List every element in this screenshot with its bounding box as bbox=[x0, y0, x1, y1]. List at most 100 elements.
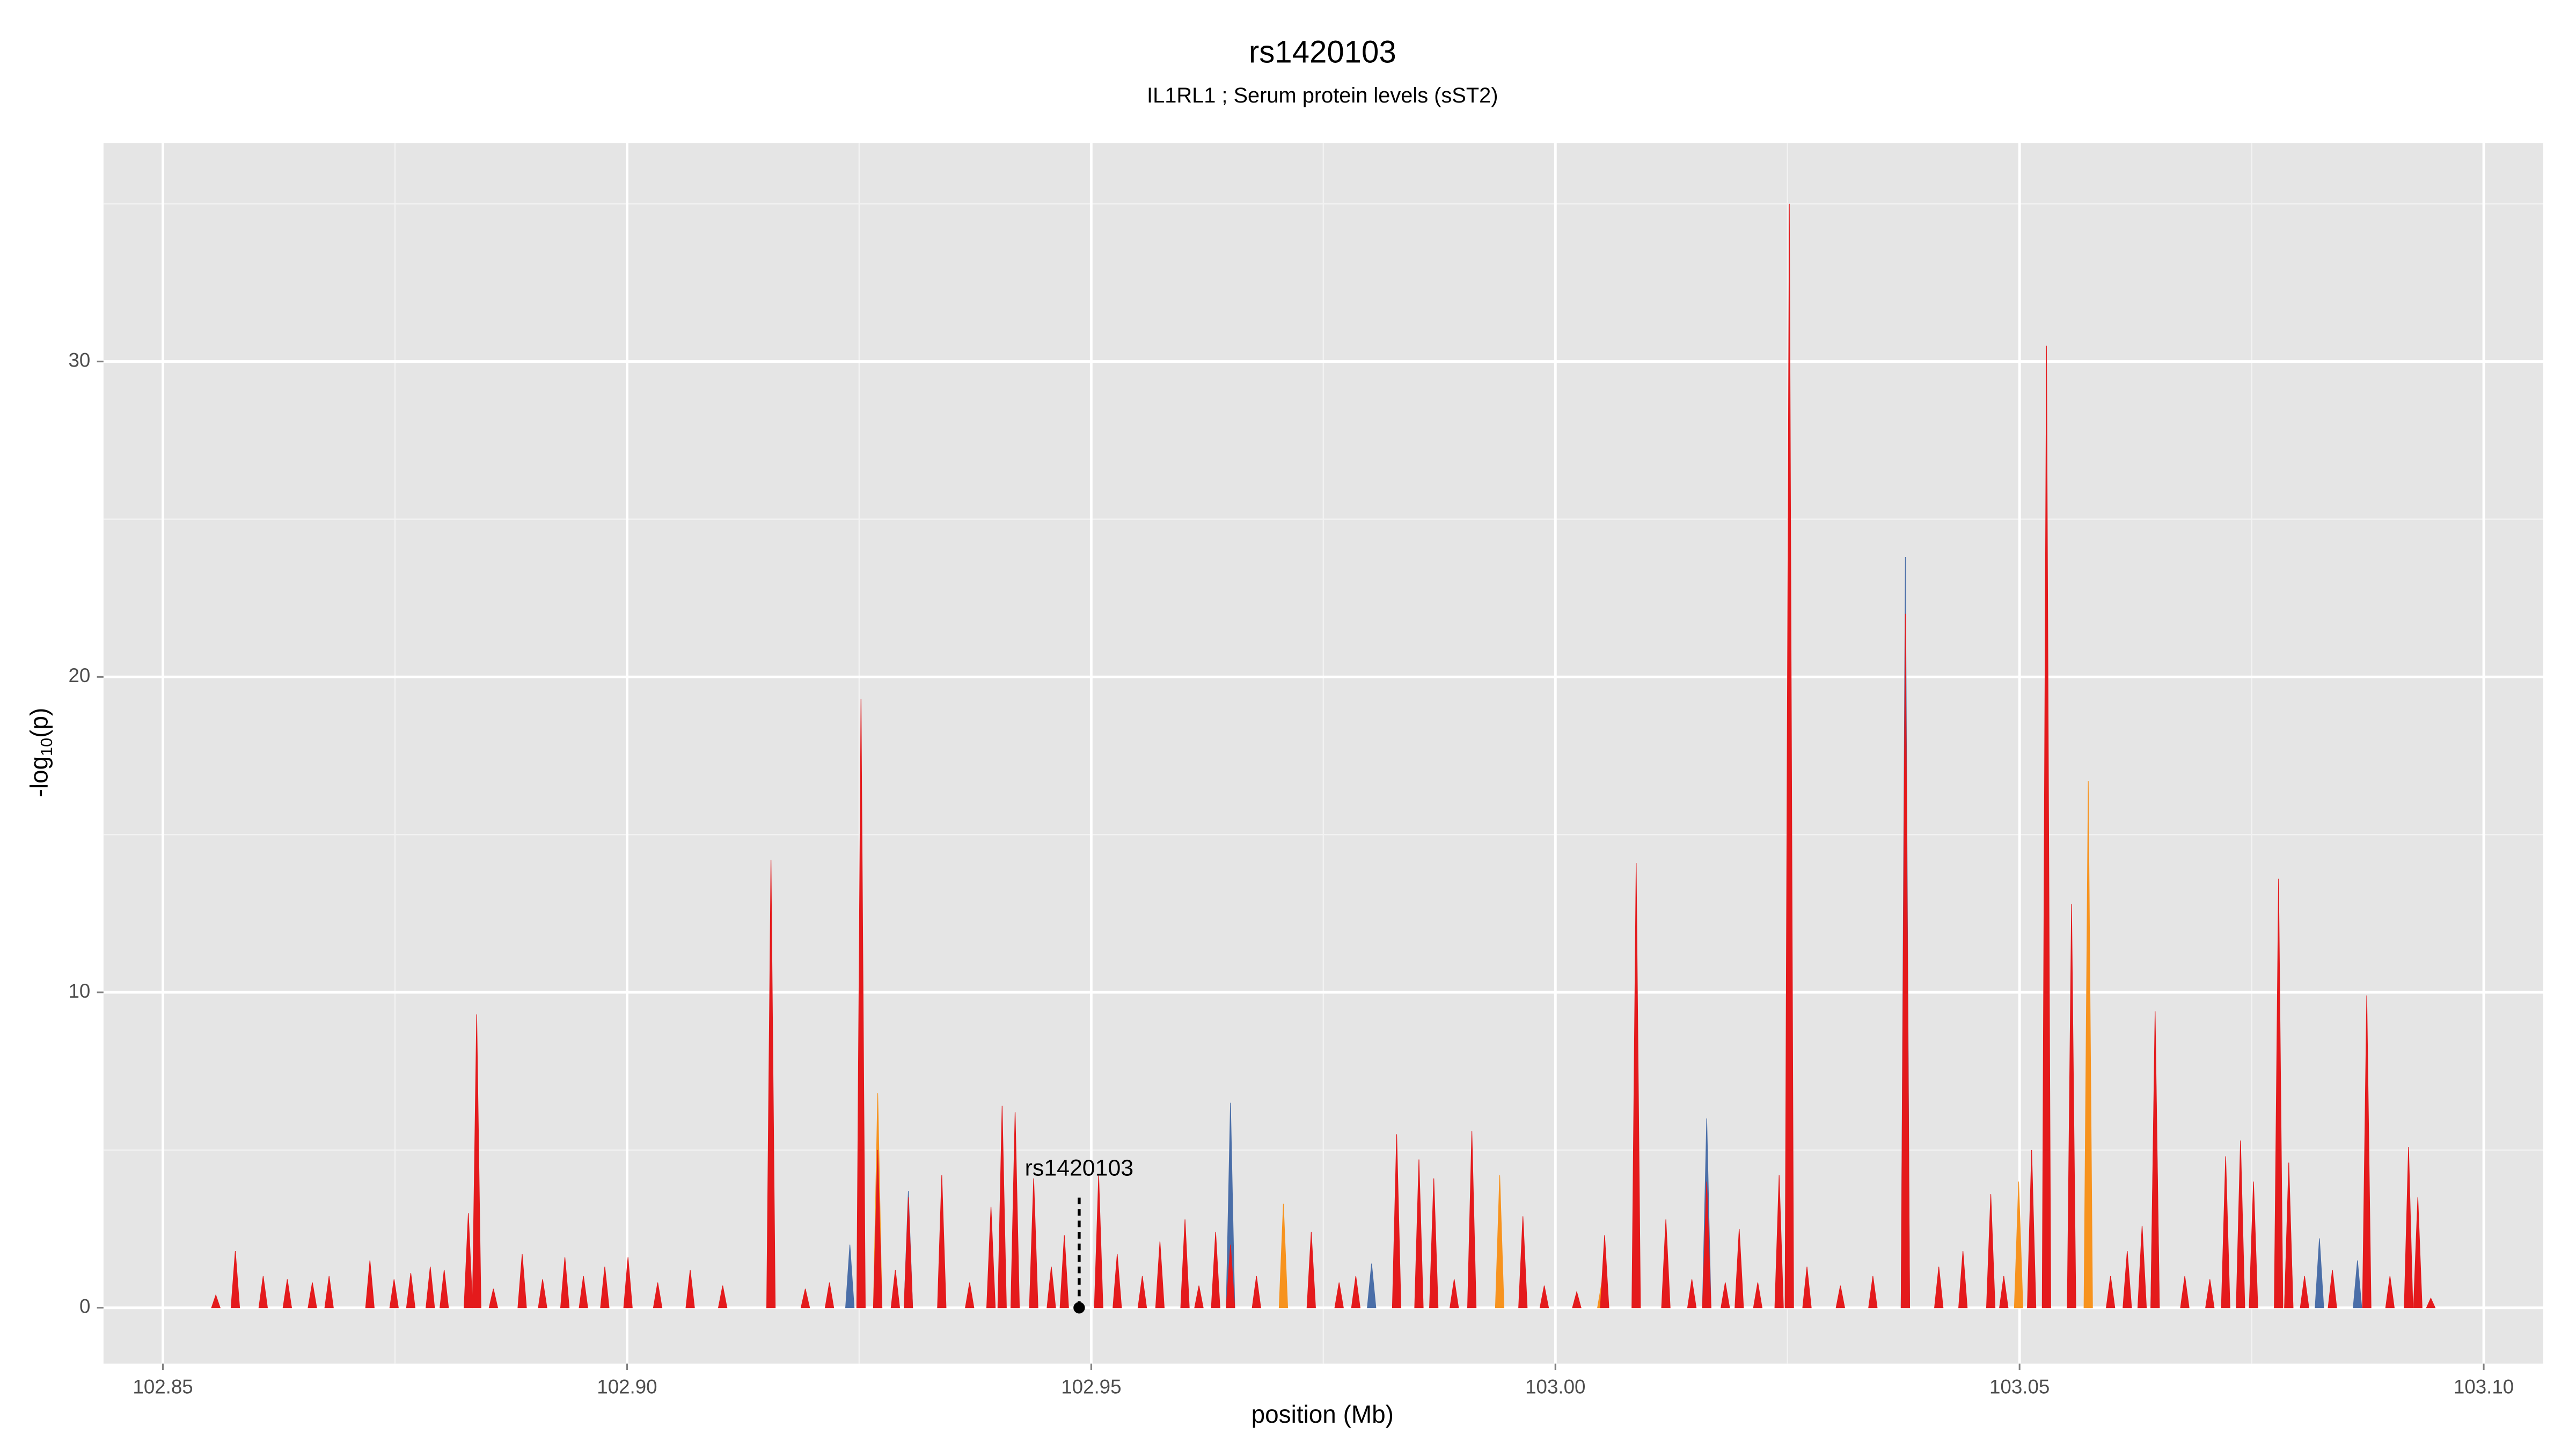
spike bbox=[2221, 1156, 2230, 1308]
y-tick-label: 10 bbox=[69, 980, 91, 1002]
spike bbox=[824, 1282, 835, 1308]
spike bbox=[1113, 1254, 1122, 1308]
spike bbox=[2123, 1250, 2132, 1308]
spike bbox=[1278, 1203, 1289, 1308]
spike bbox=[1934, 1267, 1944, 1308]
spike bbox=[282, 1279, 292, 1308]
spike bbox=[2067, 904, 2076, 1308]
spike bbox=[1999, 1276, 2009, 1308]
spike bbox=[2083, 781, 2093, 1308]
x-axis-label: position (Mb) bbox=[1252, 1400, 1394, 1428]
spike bbox=[258, 1276, 268, 1308]
spike bbox=[472, 1014, 481, 1308]
spike bbox=[1986, 1194, 1996, 1308]
spike bbox=[1392, 1134, 1402, 1308]
spike bbox=[1835, 1285, 1846, 1308]
y-tick-label: 20 bbox=[69, 664, 91, 686]
spike bbox=[800, 1289, 810, 1308]
spike bbox=[1735, 1228, 1744, 1308]
y-label-subscript: 10 bbox=[38, 738, 56, 756]
spike bbox=[2014, 1181, 2024, 1308]
spike bbox=[2249, 1181, 2258, 1308]
x-tick-label: 102.85 bbox=[133, 1375, 193, 1397]
spike bbox=[1495, 1175, 1505, 1308]
spike bbox=[324, 1276, 334, 1308]
spike bbox=[1467, 1131, 1477, 1308]
spike bbox=[1059, 1235, 1069, 1308]
spike bbox=[2315, 1238, 2324, 1308]
spike bbox=[1029, 1178, 1038, 1308]
spike bbox=[685, 1270, 695, 1308]
spike bbox=[718, 1285, 728, 1308]
spike bbox=[1518, 1216, 1528, 1308]
spike bbox=[426, 1267, 435, 1308]
x-tick-label: 103.10 bbox=[2454, 1375, 2514, 1397]
spike bbox=[1631, 863, 1641, 1308]
spike bbox=[890, 1270, 901, 1308]
spike bbox=[997, 1106, 1007, 1308]
annotation: rs1420103 bbox=[1025, 1155, 1133, 1314]
spike bbox=[1155, 1241, 1165, 1308]
chart-title: rs1420103 bbox=[1249, 34, 1396, 69]
spike bbox=[1226, 1245, 1235, 1308]
spike bbox=[1868, 1276, 1878, 1308]
y-axis-label: -log10(p) bbox=[25, 708, 56, 797]
spike bbox=[464, 1213, 473, 1308]
spike bbox=[230, 1250, 240, 1308]
y-tick-label: 0 bbox=[79, 1295, 90, 1317]
y-label-part: (p) bbox=[25, 708, 53, 738]
spike bbox=[986, 1206, 996, 1308]
spike bbox=[856, 699, 866, 1308]
spike bbox=[2150, 1011, 2160, 1308]
marks bbox=[211, 203, 2436, 1308]
spike bbox=[2236, 1140, 2245, 1308]
spike bbox=[1900, 613, 1910, 1308]
spike bbox=[1367, 1263, 1377, 1308]
spike bbox=[538, 1279, 547, 1308]
spike bbox=[2385, 1276, 2395, 1308]
chart-subtitle: IL1RL1 ; Serum protein levels (sST2) bbox=[1147, 84, 1498, 107]
spike bbox=[2328, 1270, 2337, 1308]
spike bbox=[2027, 1150, 2037, 1308]
spike bbox=[1753, 1282, 1763, 1308]
spike bbox=[766, 860, 776, 1308]
spike bbox=[1802, 1267, 1812, 1308]
spike bbox=[937, 1175, 947, 1308]
x-tick-label: 103.05 bbox=[1989, 1375, 2050, 1397]
y-label-part: -log bbox=[25, 756, 53, 797]
spike bbox=[1702, 1181, 1711, 1308]
spike bbox=[1211, 1232, 1220, 1308]
spike bbox=[1572, 1291, 1582, 1308]
spike bbox=[2041, 346, 2051, 1308]
spike bbox=[965, 1282, 975, 1308]
spike bbox=[440, 1270, 449, 1308]
spike bbox=[1661, 1219, 1671, 1308]
spike bbox=[873, 1150, 883, 1308]
spike bbox=[1450, 1279, 1459, 1308]
spike bbox=[365, 1260, 375, 1308]
spike bbox=[560, 1257, 570, 1308]
y-tick-label: 30 bbox=[69, 349, 91, 371]
spike bbox=[211, 1294, 221, 1308]
axes: 102.85 102.90 102.95 103.00 103.05 103.10 0 10 2… bbox=[69, 349, 2514, 1397]
spike bbox=[845, 1245, 855, 1308]
spike bbox=[1252, 1276, 1261, 1308]
spike bbox=[1094, 1175, 1103, 1308]
spike bbox=[579, 1276, 588, 1308]
spike bbox=[2404, 1147, 2413, 1308]
spike bbox=[2274, 879, 2284, 1308]
spike bbox=[308, 1282, 317, 1308]
spike bbox=[623, 1257, 633, 1308]
spike bbox=[1600, 1235, 1609, 1308]
spike bbox=[1351, 1276, 1361, 1308]
spike bbox=[1687, 1279, 1697, 1308]
spike bbox=[1180, 1219, 1190, 1308]
spike bbox=[1429, 1178, 1439, 1308]
spike bbox=[2300, 1276, 2309, 1308]
spike bbox=[389, 1279, 399, 1308]
spike bbox=[1784, 203, 1794, 1308]
spike bbox=[1334, 1282, 1344, 1308]
spike bbox=[903, 1197, 913, 1308]
spike bbox=[2205, 1279, 2215, 1308]
